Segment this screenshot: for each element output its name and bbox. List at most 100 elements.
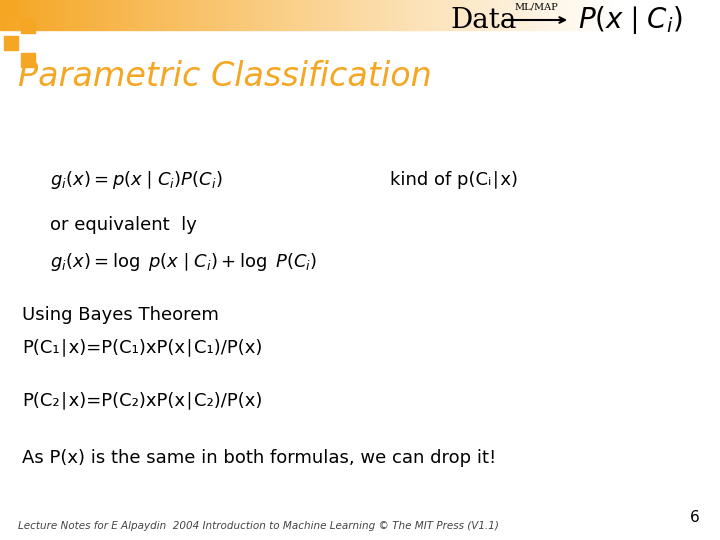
Bar — [518, 0, 521, 30]
Bar — [24, 0, 28, 30]
Bar — [207, 0, 211, 30]
Bar — [437, 0, 440, 30]
Bar — [359, 0, 363, 30]
Bar — [487, 0, 490, 30]
Bar — [78, 0, 81, 30]
Bar — [164, 0, 167, 30]
Bar — [239, 0, 242, 30]
Bar — [118, 0, 121, 30]
Text: P(C₁∣x)=P(C₁)xP(x∣C₁)/P(x): P(C₁∣x)=P(C₁)xP(x∣C₁)/P(x) — [22, 338, 262, 356]
Bar — [524, 0, 527, 30]
Bar — [176, 0, 180, 30]
Bar — [446, 0, 449, 30]
Bar — [195, 0, 199, 30]
Bar — [484, 0, 487, 30]
Bar — [204, 0, 207, 30]
Bar — [474, 0, 477, 30]
Bar — [254, 0, 257, 30]
Bar — [16, 0, 19, 30]
Bar — [313, 0, 316, 30]
Text: ML/MAP: ML/MAP — [514, 2, 558, 11]
Bar — [617, 0, 620, 30]
Bar — [217, 0, 220, 30]
Bar — [245, 0, 248, 30]
Bar — [428, 0, 431, 30]
Bar — [403, 0, 406, 30]
Bar — [561, 0, 564, 30]
Bar — [136, 0, 140, 30]
Bar — [307, 0, 310, 30]
Bar — [189, 0, 192, 30]
Bar — [567, 0, 570, 30]
Bar — [279, 0, 282, 30]
Bar — [152, 0, 155, 30]
Bar — [31, 0, 34, 30]
Bar — [549, 0, 552, 30]
Bar — [130, 0, 133, 30]
Bar — [242, 0, 245, 30]
Bar — [90, 0, 93, 30]
Bar — [387, 0, 391, 30]
Bar — [369, 0, 372, 30]
Bar — [257, 0, 261, 30]
Bar — [555, 0, 558, 30]
Bar — [552, 0, 555, 30]
Bar — [397, 0, 400, 30]
Bar — [93, 0, 96, 30]
Bar — [382, 0, 384, 30]
Bar — [338, 0, 341, 30]
Bar — [21, 19, 35, 33]
Bar — [580, 0, 582, 30]
Bar — [530, 0, 534, 30]
Bar — [0, 0, 3, 30]
Bar — [480, 0, 484, 30]
Bar — [71, 0, 74, 30]
Bar — [444, 0, 446, 30]
Bar — [449, 0, 453, 30]
Bar — [180, 0, 183, 30]
Bar — [202, 0, 204, 30]
Text: P(C₂∣x)=P(C₂)xP(x∣C₂)/P(x): P(C₂∣x)=P(C₂)xP(x∣C₂)/P(x) — [22, 391, 262, 409]
Bar — [53, 0, 56, 30]
Bar — [462, 0, 465, 30]
Bar — [133, 0, 136, 30]
Bar — [155, 0, 158, 30]
Bar — [577, 0, 580, 30]
Bar — [598, 0, 601, 30]
Bar — [440, 0, 444, 30]
Text: Data: Data — [450, 6, 516, 33]
Bar — [50, 0, 53, 30]
Bar — [384, 0, 387, 30]
Bar — [564, 0, 567, 30]
Bar — [261, 0, 264, 30]
Bar — [81, 0, 84, 30]
Bar — [292, 0, 294, 30]
Bar — [325, 0, 328, 30]
Bar — [6, 0, 9, 30]
Bar — [84, 0, 87, 30]
Bar — [570, 0, 574, 30]
Bar — [192, 0, 195, 30]
Bar — [282, 0, 285, 30]
Bar — [40, 0, 43, 30]
Bar — [595, 0, 598, 30]
Bar — [124, 0, 127, 30]
Bar — [608, 0, 611, 30]
Bar — [351, 0, 354, 30]
Bar — [285, 0, 288, 30]
Bar — [264, 0, 266, 30]
Bar — [378, 0, 382, 30]
Text: 6: 6 — [690, 510, 700, 525]
Bar — [149, 0, 152, 30]
Bar — [47, 0, 50, 30]
Bar — [304, 0, 307, 30]
Bar — [251, 0, 254, 30]
Bar — [499, 0, 503, 30]
Bar — [276, 0, 279, 30]
Bar — [199, 0, 202, 30]
Bar — [613, 0, 617, 30]
Bar — [105, 0, 109, 30]
Bar — [539, 0, 542, 30]
Bar — [127, 0, 130, 30]
Bar — [59, 0, 62, 30]
